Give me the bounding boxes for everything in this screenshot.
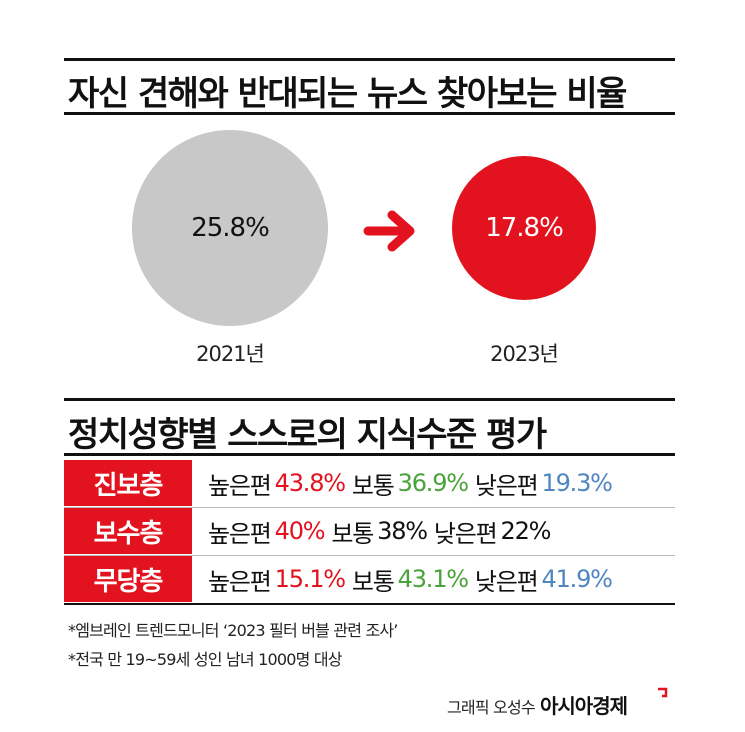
row-group-label: 진보층 xyxy=(64,460,192,506)
source-note-1: *엠브레인 트렌드모니터 ‘2023 필터 버블 관련 조사’ xyxy=(68,621,398,640)
column-label: 낮은편 xyxy=(474,567,539,596)
chart-title-1: 자신 견해와 반대되는 뉴스 찾아보는 비율 xyxy=(68,74,627,114)
column-label: 보통 xyxy=(331,519,374,548)
brand-mark-icon xyxy=(658,687,668,698)
arrow-right-icon xyxy=(363,210,415,252)
title-underline-2 xyxy=(64,453,675,456)
source-note-2: *전국 만 19~59세 성인 남녀 1000명 대상 xyxy=(68,650,342,669)
value-label: 15.1% xyxy=(274,565,346,593)
value-label-2021: 25.8% xyxy=(191,213,270,243)
circle-2023: 17.8% xyxy=(452,156,596,300)
value-label: 40% xyxy=(274,517,326,545)
column-label: 보통 xyxy=(351,471,395,500)
row-group-label: 보수층 xyxy=(64,508,192,554)
row-values: 높은편 43.8% 보통 36.9% 낮은편 19.3% xyxy=(208,460,613,506)
value-label: 38% xyxy=(377,517,428,545)
row-values: 높은편 40% 보통 38% 낮은편 22% xyxy=(208,508,552,554)
row-separator xyxy=(64,507,675,508)
chart-title-2: 정치성향별 스스로의 지식수준 평가 xyxy=(68,415,547,455)
column-label: 높은편 xyxy=(208,471,272,500)
year-label-2023: 2023년 xyxy=(490,342,559,366)
value-label: 22% xyxy=(500,517,552,545)
column-label: 높은편 xyxy=(208,519,272,548)
value-label: 19.3% xyxy=(541,469,613,497)
table-bottom-rule xyxy=(64,603,675,605)
column-label: 높은편 xyxy=(208,567,272,596)
row-values: 높은편 15.1% 보통 43.1% 낮은편 41.9% xyxy=(208,556,613,602)
row-separator xyxy=(64,555,675,556)
value-label: 41.9% xyxy=(541,565,613,593)
brand-logo-text: 아시아경제 xyxy=(540,694,628,718)
table-row: 무당층 높은편 15.1% 보통 43.1% 낮은편 41.9% xyxy=(64,556,675,602)
graphic-credit: 그래픽 오성수 xyxy=(447,698,536,717)
table-row: 보수층 높은편 40% 보통 38% 낮은편 22% xyxy=(64,508,675,554)
top-rule xyxy=(64,58,675,61)
value-label: 43.8% xyxy=(274,469,346,497)
year-label-2021: 2021년 xyxy=(196,342,265,366)
row-group-label: 무당층 xyxy=(64,556,192,602)
value-label: 43.1% xyxy=(397,565,469,593)
section-rule-2 xyxy=(64,398,675,401)
column-label: 낮은편 xyxy=(433,519,498,548)
column-label: 보통 xyxy=(351,567,395,596)
circle-2021: 25.8% xyxy=(132,130,328,326)
table-row: 진보층 높은편 43.8% 보통 36.9% 낮은편 19.3% xyxy=(64,460,675,506)
value-label: 36.9% xyxy=(397,469,469,497)
value-label-2023: 17.8% xyxy=(485,213,564,243)
title-underline-1 xyxy=(64,112,675,115)
column-label: 낮은편 xyxy=(474,471,539,500)
